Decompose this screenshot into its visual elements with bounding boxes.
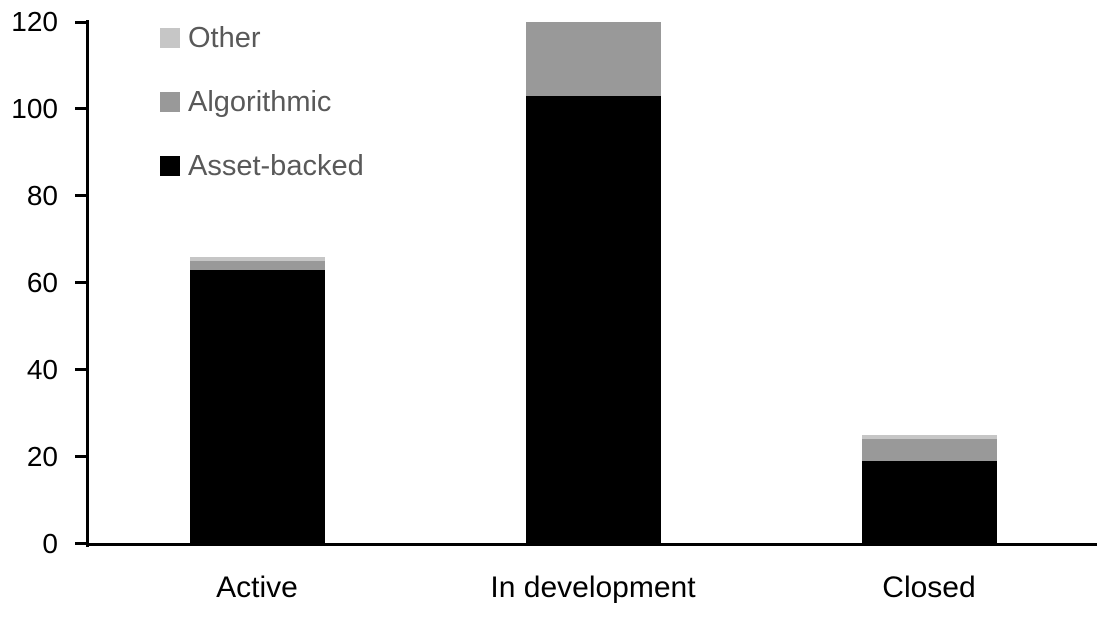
legend-swatch-icon-other bbox=[160, 28, 180, 48]
legend-label-other: Other bbox=[188, 22, 261, 54]
bar-segment-active-algorithmic bbox=[189, 261, 325, 270]
y-tick-mark-40 bbox=[75, 368, 89, 372]
legend-swatch-icon-algorithmic bbox=[160, 92, 180, 112]
y-tick-label-120: 120 bbox=[11, 6, 58, 37]
y-tick-mark-60 bbox=[75, 281, 89, 285]
bar-segment-closed-algorithmic bbox=[861, 439, 997, 461]
legend-swatch-icon-asset-backed bbox=[160, 156, 180, 176]
x-axis-line bbox=[86, 542, 1097, 546]
legend-item-other: Other bbox=[160, 21, 364, 55]
y-tick-label-0: 0 bbox=[42, 527, 58, 559]
y-tick-mark-120 bbox=[75, 20, 89, 24]
legend-item-asset-backed: Asset-backed bbox=[160, 149, 364, 183]
bar-segment-closed-other bbox=[861, 434, 997, 440]
x-axis-label-in-development: In development bbox=[490, 571, 696, 604]
y-tick-mark-20 bbox=[75, 455, 89, 459]
legend-item-algorithmic: Algorithmic bbox=[160, 85, 364, 119]
legend: Other Algorithmic Asset-backed bbox=[160, 21, 364, 183]
x-axis-label-closed: Closed bbox=[882, 571, 976, 604]
y-tick-label-40: 40 bbox=[26, 353, 58, 385]
y-axis-line bbox=[86, 20, 89, 547]
legend-label-asset-backed: Asset-backed bbox=[188, 150, 364, 182]
y-tick-label-80: 80 bbox=[26, 179, 58, 211]
x-axis-label-active: Active bbox=[216, 571, 298, 604]
y-tick-label-60: 60 bbox=[26, 266, 58, 298]
bar-segment-active-asset-backed bbox=[189, 269, 325, 544]
bar-segment-in-development-asset-backed bbox=[525, 95, 661, 544]
y-tick-label-20: 20 bbox=[26, 440, 58, 472]
y-tick-mark-0 bbox=[75, 542, 89, 545]
y-tick-mark-80 bbox=[75, 194, 89, 198]
bar-segment-active-other bbox=[189, 256, 325, 262]
y-tick-mark-100 bbox=[75, 107, 89, 111]
y-tick-label-100: 100 bbox=[11, 92, 58, 124]
bar-segment-closed-asset-backed bbox=[861, 460, 997, 544]
bar-segment-in-development-algorithmic bbox=[525, 22, 661, 96]
legend-label-algorithmic: Algorithmic bbox=[188, 86, 332, 118]
